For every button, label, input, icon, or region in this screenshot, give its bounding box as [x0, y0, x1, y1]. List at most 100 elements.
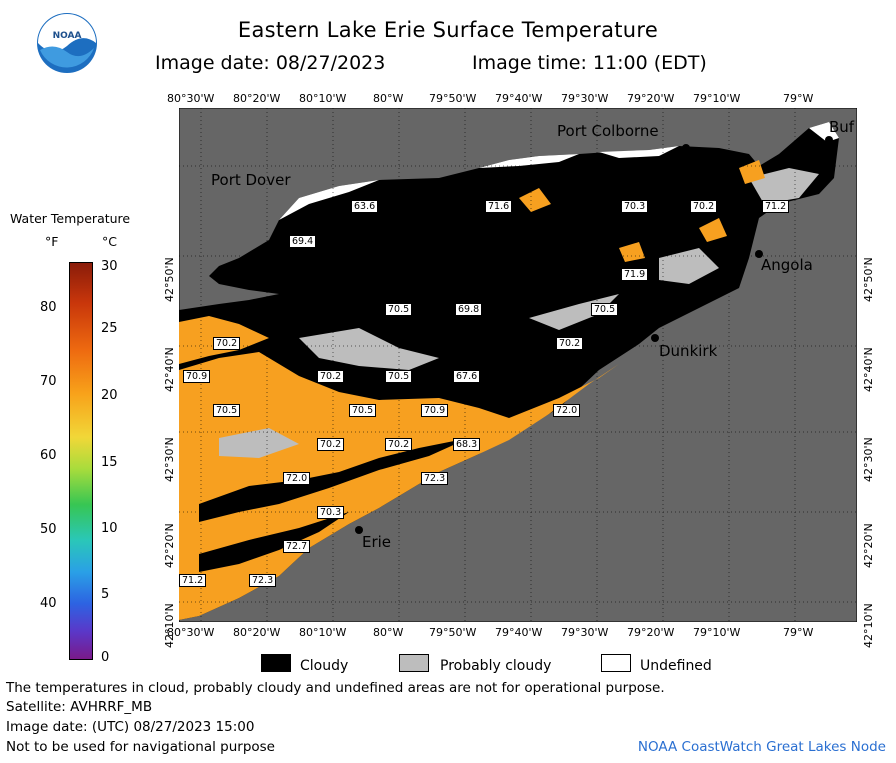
temp-label: 70.2: [317, 438, 345, 451]
temp-label: 69.8: [455, 303, 483, 316]
cloudy-swatch: [261, 654, 291, 672]
lon-label: 79°40'W: [495, 626, 543, 639]
temp-label: 71.2: [762, 200, 790, 213]
f-tick-label: 40: [40, 596, 57, 611]
temp-label: 70.5: [385, 370, 413, 383]
temp-label: 70.2: [213, 337, 241, 350]
lat-label: 42°40'N: [862, 347, 875, 392]
city-marker: [651, 334, 659, 342]
temp-label: 70.2: [690, 200, 718, 213]
lon-label: 79°10'W: [693, 92, 741, 105]
city-label: Buf: [829, 118, 855, 136]
lat-label: 42°50'N: [163, 257, 176, 302]
temp-label: 72.0: [553, 404, 581, 417]
lon-label: 79°20'W: [627, 92, 675, 105]
temp-label: 70.9: [183, 370, 211, 383]
lat-label: 42°40'N: [163, 347, 176, 392]
c-tick-label: 10: [101, 521, 118, 536]
lon-label: 79°10'W: [693, 626, 741, 639]
lon-label: 80°20'W: [233, 92, 281, 105]
f-tick-label: 50: [40, 522, 57, 537]
noaa-logo: NOAA: [36, 12, 98, 74]
lon-label: 79°20'W: [627, 626, 675, 639]
unit-celsius: °C: [102, 234, 117, 249]
disclaimer-text: The temperatures in cloud, probably clou…: [6, 680, 665, 696]
c-tick-label: 20: [101, 388, 118, 403]
lon-labels-top: 80°30'W 80°20'W 80°10'W 80°W 79°50'W 79°…: [0, 92, 896, 106]
f-tick-label: 80: [40, 300, 57, 315]
lon-label: 79°W: [783, 92, 814, 105]
lon-label: 79°30'W: [561, 626, 609, 639]
utc-date-text: Image date: (UTC) 08/27/2023 15:00: [6, 719, 255, 735]
lon-label: 80°W: [373, 92, 404, 105]
lon-label: 80°30'W: [167, 626, 215, 639]
page-title: Eastern Lake Erie Surface Temperature: [237, 18, 659, 42]
lat-labels-left: 42°50'N 42°40'N 42°30'N 42°20'N 42°10'N: [163, 110, 179, 648]
undefined-label: Undefined: [640, 658, 712, 674]
city-label: Angola: [761, 256, 813, 274]
lake-map: [179, 108, 857, 622]
temp-label: 71.2: [179, 574, 207, 587]
lat-labels-right: 42°50'N 42°40'N 42°30'N 42°20'N 42°10'N: [862, 110, 878, 648]
probably-cloudy-swatch: [399, 654, 429, 672]
lat-label: 42°20'N: [862, 523, 875, 568]
temp-label: 69.4: [289, 235, 317, 248]
legend-title: Water Temperature: [10, 211, 131, 226]
c-tick-label: 30: [101, 259, 118, 274]
temp-label: 70.2: [556, 337, 584, 350]
nav-warning-text: Not to be used for navigational purpose: [6, 739, 275, 755]
c-tick-label: 15: [101, 455, 118, 470]
c-tick-label: 0: [101, 650, 110, 665]
temp-label: 72.3: [249, 574, 277, 587]
temp-label: 72.7: [283, 540, 311, 553]
cloudy-label: Cloudy: [300, 658, 349, 674]
temp-label: 70.9: [421, 404, 449, 417]
city-marker: [755, 250, 763, 258]
temp-label: 71.9: [621, 268, 649, 281]
lon-label: 79°40'W: [495, 92, 543, 105]
lon-label: 79°W: [783, 626, 814, 639]
lon-label: 79°30'W: [561, 92, 609, 105]
logo-text: NOAA: [53, 31, 82, 41]
city-label: Port Dover: [211, 171, 291, 189]
lat-label: 42°10'N: [862, 603, 875, 648]
map-panel: Port Colborne Port Dover Angola Dunkirk …: [179, 108, 857, 622]
unit-fahrenheit: °F: [45, 234, 59, 249]
lon-label: 80°30'W: [167, 92, 215, 105]
lon-label: 79°50'W: [429, 92, 477, 105]
lat-label: 42°30'N: [163, 437, 176, 482]
lat-label: 42°20'N: [163, 523, 176, 568]
temp-label: 70.3: [621, 200, 649, 213]
temp-label: 70.5: [349, 404, 377, 417]
f-tick-label: 60: [40, 448, 57, 463]
temp-label: 72.0: [283, 472, 311, 485]
lon-label: 80°10'W: [299, 92, 347, 105]
lon-label: 80°10'W: [299, 626, 347, 639]
c-tick-label: 5: [101, 587, 110, 602]
temp-label: 70.2: [385, 438, 413, 451]
lon-label: 79°50'W: [429, 626, 477, 639]
temp-label: 68.3: [453, 438, 481, 451]
city-label: Port Colborne: [557, 122, 659, 140]
image-date: Image date: 08/27/2023: [155, 52, 386, 74]
f-tick-label: 70: [40, 374, 57, 389]
temp-label: 63.6: [351, 200, 379, 213]
lat-label: 42°50'N: [862, 257, 875, 302]
temp-label: 70.5: [213, 404, 241, 417]
temp-label: 72.3: [421, 472, 449, 485]
temp-label: 70.3: [317, 506, 345, 519]
city-label: Erie: [362, 533, 392, 551]
city-marker: [355, 526, 363, 534]
credit-text: NOAA CoastWatch Great Lakes Node: [637, 739, 886, 755]
lon-label: 80°20'W: [233, 626, 281, 639]
satellite-text: Satellite: AVHRRF_MB: [6, 699, 153, 715]
undefined-swatch: [601, 654, 631, 672]
probably-cloudy-label: Probably cloudy: [440, 658, 552, 674]
lon-labels-bottom: 80°30'W 80°20'W 80°10'W 80°W 79°50'W 79°…: [0, 626, 896, 640]
lon-label: 80°W: [373, 626, 404, 639]
city-label: Dunkirk: [659, 342, 718, 360]
city-marker: [682, 144, 690, 152]
city-marker: [825, 136, 833, 144]
temp-label: 70.2: [317, 370, 345, 383]
temp-label: 70.5: [591, 303, 619, 316]
